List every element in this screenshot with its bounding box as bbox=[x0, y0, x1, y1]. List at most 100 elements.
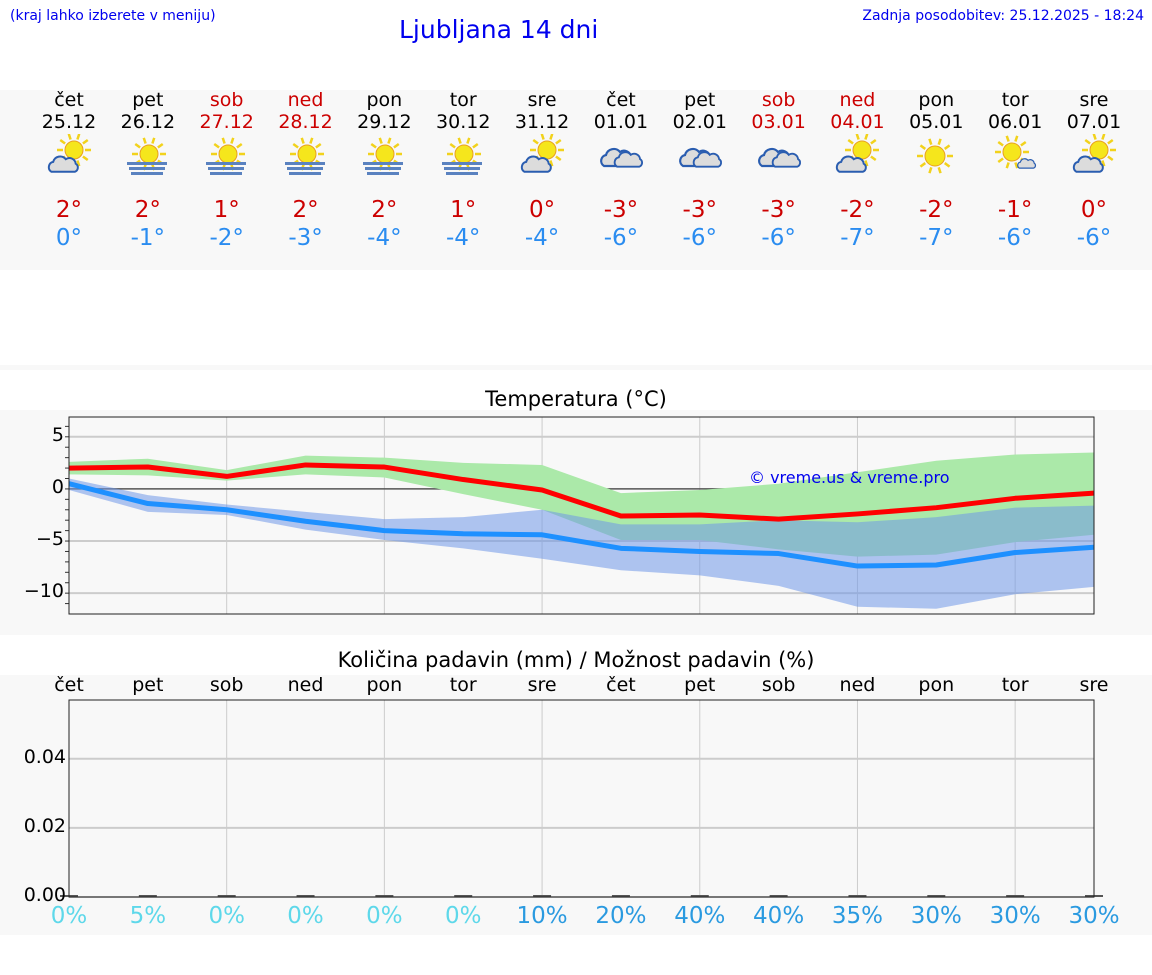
max-temp: -2° bbox=[919, 197, 954, 223]
day-name: ned bbox=[839, 89, 876, 111]
sunny-icon bbox=[896, 134, 976, 184]
partly-cloudy-icon bbox=[817, 134, 897, 184]
sun-fog-icon bbox=[344, 134, 424, 184]
max-temp: 1° bbox=[213, 197, 240, 223]
precipitation-chart-title: Količina padavin (mm) / Možnost padavin … bbox=[337, 648, 815, 672]
day-name: pon bbox=[918, 89, 955, 111]
precip-day-label: sre bbox=[1079, 674, 1109, 696]
precip-day-label: čet bbox=[54, 674, 84, 696]
day-name: ned bbox=[287, 89, 324, 111]
y-tick-label: −10 bbox=[23, 580, 64, 603]
min-temp: -4° bbox=[446, 225, 481, 251]
plot-frame bbox=[68, 416, 1095, 615]
precip-day-label: sob bbox=[209, 674, 244, 696]
day-name: pet bbox=[132, 89, 164, 111]
max-temp: -1° bbox=[997, 197, 1033, 223]
precip-bar bbox=[611, 895, 630, 897]
day-name: pon bbox=[366, 89, 403, 111]
precip-day-label: sre bbox=[527, 674, 557, 696]
day-name: pet bbox=[684, 89, 716, 111]
min-temp: -4° bbox=[367, 225, 402, 251]
day-name: tor bbox=[1001, 89, 1029, 111]
max-temp-line bbox=[68, 462, 1095, 522]
day-date: 06.01 bbox=[987, 111, 1043, 133]
precip-chance: 5% bbox=[129, 903, 167, 929]
day-name: sob bbox=[761, 89, 796, 111]
day-date: 31.12 bbox=[514, 111, 570, 133]
precip-chance: 30% bbox=[910, 903, 962, 929]
precip-day-label: tor bbox=[449, 674, 477, 696]
max-temp: 0° bbox=[528, 197, 556, 223]
min-temp: -6° bbox=[682, 225, 717, 251]
precip-day-label: pet bbox=[132, 674, 164, 696]
day-date: 25.12 bbox=[41, 111, 97, 133]
min-temp-line bbox=[68, 481, 1095, 569]
min-temp: 0° bbox=[55, 225, 83, 251]
day-date: 26.12 bbox=[120, 111, 176, 133]
min-temp: -4° bbox=[524, 225, 560, 251]
precip-day-label: ned bbox=[287, 674, 324, 696]
precip-chance: 0% bbox=[444, 903, 482, 929]
precip-day-label: ned bbox=[839, 674, 876, 696]
max-temp: 1° bbox=[450, 197, 477, 223]
precip-chance: 40% bbox=[753, 903, 805, 929]
day-name: sob bbox=[209, 89, 244, 111]
sun-small-cloud-icon bbox=[975, 134, 1055, 184]
temperature-chart-title: Temperatura (°C) bbox=[485, 387, 667, 411]
precip-day-label: pon bbox=[918, 674, 955, 696]
precip-bar bbox=[690, 895, 709, 897]
y-tick-label: 0 bbox=[51, 475, 64, 498]
precip-day-label: pet bbox=[684, 674, 716, 696]
watermark: © vreme.us & vreme.pro bbox=[749, 468, 950, 487]
min-temp: -3° bbox=[288, 225, 323, 251]
precip-bar bbox=[848, 895, 867, 897]
day-date: 28.12 bbox=[278, 111, 333, 133]
max-temp: -3° bbox=[761, 197, 796, 223]
plot-frame bbox=[68, 699, 1095, 898]
partly-cloudy-icon bbox=[29, 134, 109, 184]
day-name: čet bbox=[606, 89, 636, 111]
precip-chance: 10% bbox=[516, 903, 568, 929]
day-date: 02.01 bbox=[672, 111, 727, 133]
forecast-band bbox=[0, 90, 1152, 270]
y-tick-label: 5 bbox=[51, 423, 64, 446]
sun-fog-icon bbox=[266, 134, 346, 184]
precip-chance: 0% bbox=[366, 903, 403, 929]
location-hint[interactable]: (kraj lahko izberete v meniju) bbox=[10, 8, 216, 24]
precip-bar bbox=[138, 895, 157, 897]
min-temp: -6° bbox=[997, 225, 1033, 251]
min-temp: -7° bbox=[919, 225, 954, 251]
precip-chance: 30% bbox=[1068, 903, 1120, 929]
precip-chance: 20% bbox=[595, 903, 647, 929]
max-temp: 2° bbox=[292, 197, 319, 223]
min-temp: -1° bbox=[130, 225, 166, 251]
y-tick-label: 0.00 bbox=[23, 884, 66, 906]
day-date: 27.12 bbox=[199, 111, 254, 133]
max-temp: -2° bbox=[840, 197, 875, 223]
min-temp: -6° bbox=[761, 225, 796, 251]
min-temp: -6° bbox=[603, 225, 639, 251]
max-temp: -3° bbox=[603, 197, 639, 223]
precip-bar bbox=[1006, 895, 1025, 897]
day-name: čet bbox=[54, 89, 84, 111]
min-temp: -2° bbox=[209, 225, 244, 251]
sun-fog-icon bbox=[108, 134, 188, 184]
plot-area bbox=[69, 700, 1094, 897]
precip-chance: 0% bbox=[208, 903, 245, 929]
cloudy-icon bbox=[660, 134, 740, 184]
precip-bar bbox=[217, 895, 236, 897]
max-temp: 2° bbox=[134, 197, 161, 223]
max-temp: 0° bbox=[1080, 197, 1108, 223]
precip-chance: 0% bbox=[50, 903, 88, 929]
last-updated: Zadnja posodobitev: 25.12.2025 - 18:24 bbox=[862, 8, 1144, 24]
page-title: Ljubljana 14 dni bbox=[399, 15, 599, 44]
precip-bar bbox=[769, 895, 788, 897]
day-date: 05.01 bbox=[909, 111, 964, 133]
precip-bar bbox=[927, 895, 946, 897]
precip-chance: 40% bbox=[674, 903, 726, 929]
precip-chance: 0% bbox=[287, 903, 324, 929]
min-temp: -7° bbox=[840, 225, 875, 251]
precip-bar bbox=[454, 895, 473, 897]
y-tick-label: −5 bbox=[35, 528, 64, 551]
